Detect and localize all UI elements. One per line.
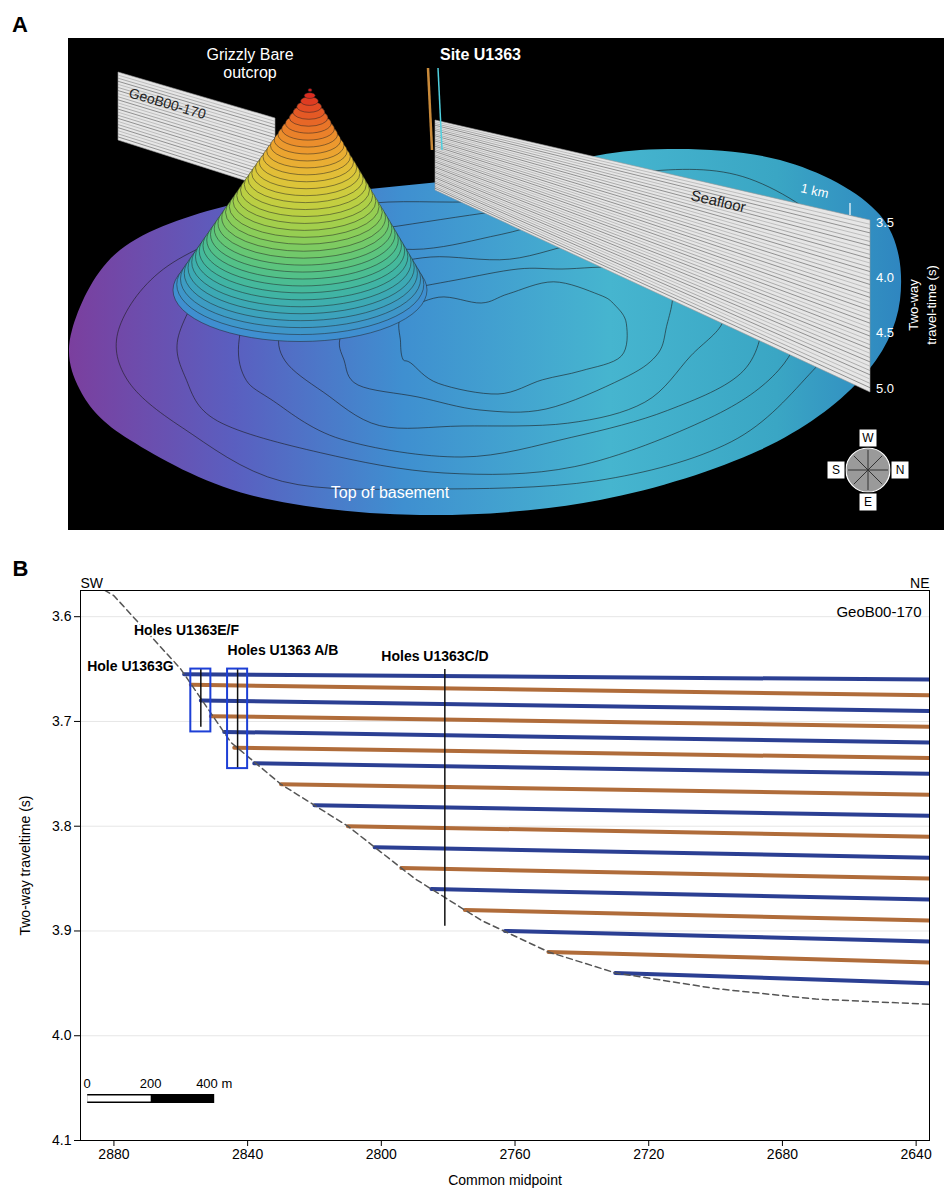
svg-text:2840: 2840: [232, 1146, 263, 1162]
svg-text:Top of basement: Top of basement: [331, 484, 450, 501]
svg-text:A: A: [12, 12, 28, 37]
svg-text:4.0: 4.0: [52, 1027, 72, 1043]
svg-text:W: W: [862, 431, 874, 445]
svg-text:Grizzly Bare: Grizzly Bare: [206, 46, 293, 63]
svg-text:Site U1363: Site U1363: [440, 46, 521, 63]
svg-text:3.6: 3.6: [52, 608, 72, 624]
svg-text:2880: 2880: [98, 1146, 129, 1162]
svg-text:GeoB00-170: GeoB00-170: [836, 603, 921, 620]
svg-text:1 km: 1 km: [799, 180, 830, 201]
svg-text:E: E: [864, 495, 872, 509]
svg-text:2720: 2720: [633, 1146, 664, 1162]
svg-text:SW: SW: [81, 575, 104, 591]
svg-text:NE: NE: [910, 575, 929, 591]
svg-text:4.1: 4.1: [52, 1132, 72, 1148]
svg-text:4.0: 4.0: [876, 270, 894, 285]
svg-text:2800: 2800: [366, 1146, 397, 1162]
svg-text:Two-way: Two-way: [906, 279, 921, 331]
svg-text:3.9: 3.9: [52, 922, 72, 938]
svg-text:Seafloor: Seafloor: [689, 186, 747, 215]
svg-text:GeoB00-170: GeoB00-170: [127, 85, 208, 123]
svg-text:2680: 2680: [767, 1146, 798, 1162]
svg-text:400 m: 400 m: [196, 1076, 232, 1091]
svg-text:B: B: [13, 556, 29, 581]
svg-text:Holes U1363C/D: Holes U1363C/D: [381, 648, 488, 664]
svg-text:Hole U1363G: Hole U1363G: [87, 658, 173, 674]
svg-text:0: 0: [84, 1076, 91, 1091]
svg-text:3.8: 3.8: [52, 818, 72, 834]
svg-text:Common midpoint: Common midpoint: [448, 1172, 562, 1188]
svg-text:3.7: 3.7: [52, 713, 72, 729]
svg-text:outcrop: outcrop: [223, 64, 276, 81]
svg-text:4.5: 4.5: [876, 325, 894, 340]
svg-text:5.0: 5.0: [876, 381, 894, 396]
svg-text:2760: 2760: [499, 1146, 530, 1162]
svg-text:travel-time (s): travel-time (s): [924, 265, 939, 344]
svg-text:S: S: [832, 463, 840, 477]
svg-text:Holes U1363 A/B: Holes U1363 A/B: [228, 642, 339, 658]
svg-text:2640: 2640: [901, 1146, 932, 1162]
svg-text:3.5: 3.5: [876, 215, 894, 230]
svg-text:200: 200: [140, 1076, 162, 1091]
svg-text:N: N: [896, 463, 905, 477]
svg-text:Holes U1363E/F: Holes U1363E/F: [134, 622, 239, 638]
svg-text:Two-way traveltime (s): Two-way traveltime (s): [17, 795, 33, 935]
